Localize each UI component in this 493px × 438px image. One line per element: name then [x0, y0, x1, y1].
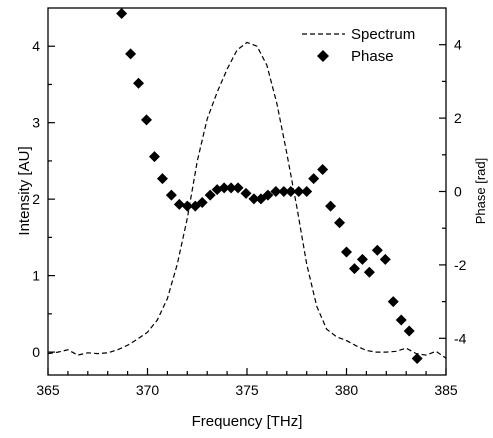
phase-marker — [181, 200, 193, 212]
phase-marker — [293, 186, 305, 197]
spectrum-line — [47, 41, 447, 359]
phase-marker — [248, 193, 260, 205]
phase-marker — [165, 189, 177, 201]
phase-marker — [141, 114, 153, 126]
x-tick-label: 385 — [434, 382, 458, 398]
phase-marker — [204, 189, 216, 201]
y-axis-right-title: Phase [rad] — [473, 158, 488, 225]
y-left-tick-label: 1 — [32, 268, 40, 284]
phase-marker — [285, 186, 297, 197]
phase-marker — [308, 173, 320, 185]
phase-marker — [379, 253, 391, 265]
y-axis-left-title: Intensity [AU] — [16, 146, 33, 235]
phase-marker — [232, 182, 244, 194]
phase-marker — [325, 200, 337, 212]
phase-marker — [196, 197, 208, 209]
x-tick-label: 375 — [235, 382, 259, 398]
phase-marker — [387, 296, 399, 308]
x-tick-label: 380 — [335, 382, 359, 398]
y-right-tick-label: 0 — [454, 184, 462, 200]
y-right-tick-label: 2 — [454, 110, 462, 126]
legend: Spectrum Phase — [302, 26, 415, 65]
phase-marker — [363, 266, 375, 278]
y-left-tick-label: 4 — [32, 38, 40, 54]
legend-phase-label: Phase — [351, 48, 394, 65]
legend-spectrum-label: Spectrum — [351, 26, 415, 43]
phase-marker — [240, 187, 252, 199]
phase-marker — [403, 325, 415, 337]
phase-marker — [334, 217, 346, 229]
phase-marker — [116, 8, 128, 20]
x-axis: 365 370 375 380 385 — [36, 368, 458, 398]
phase-marker — [133, 77, 145, 89]
x-tick-label: 370 — [136, 382, 160, 398]
x-tick-label: 365 — [36, 382, 60, 398]
phase-marker — [218, 182, 230, 194]
y-left-tick-label: 0 — [32, 344, 40, 360]
y-right-tick-label: -4 — [454, 330, 467, 346]
y-axis-right: -4 -2 0 2 4 — [439, 37, 467, 346]
y-left-tick-label: 3 — [32, 115, 40, 131]
phase-marker — [395, 314, 407, 326]
phase-marker — [148, 151, 160, 163]
y-right-tick-label: 4 — [454, 37, 462, 53]
phase-marker — [317, 163, 329, 175]
y-right-tick-label: -2 — [454, 257, 467, 273]
phase-marker — [173, 198, 185, 210]
phase-marker — [348, 263, 360, 275]
phase-marker — [356, 253, 368, 265]
phase-series — [116, 8, 423, 364]
phase-marker — [125, 48, 137, 60]
phase-marker — [225, 182, 237, 194]
phase-marker — [371, 244, 383, 256]
y-left-tick-label: 2 — [32, 191, 40, 207]
x-axis-title: Frequency [THz] — [192, 413, 303, 430]
phase-marker — [301, 186, 313, 197]
phase-marker — [411, 352, 423, 364]
phase-marker — [156, 173, 168, 185]
phase-marker — [262, 189, 274, 201]
legend-phase-marker — [317, 50, 329, 62]
spectrum-series — [47, 41, 447, 359]
phase-marker — [278, 186, 290, 197]
phase-marker — [341, 246, 352, 258]
phase-marker — [270, 186, 282, 197]
y-axis-left: 0 1 2 3 4 — [32, 38, 55, 360]
